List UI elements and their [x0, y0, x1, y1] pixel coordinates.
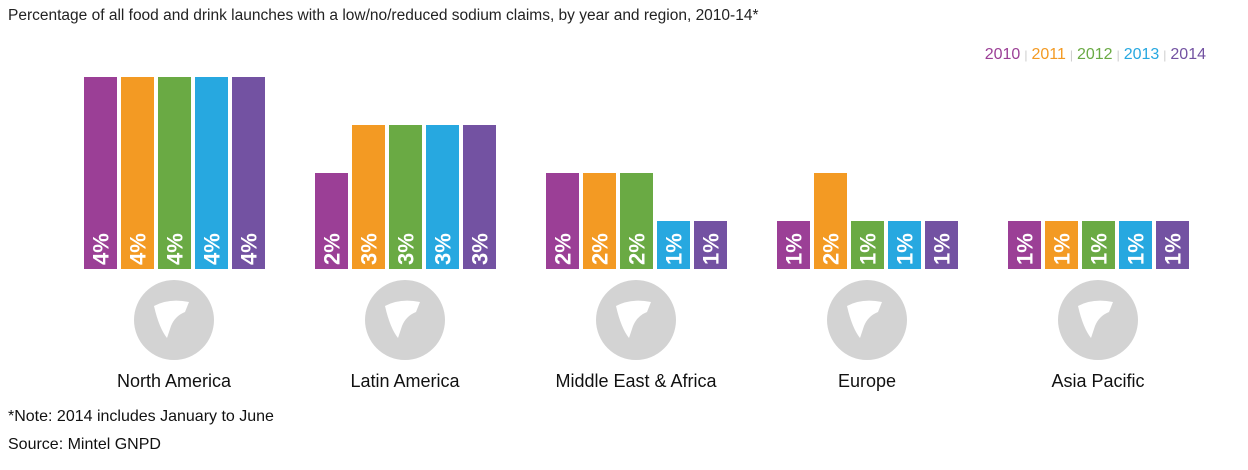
data-label: 1%	[930, 233, 955, 265]
legend-item-2011: 2011	[1031, 46, 1066, 63]
bar	[1082, 221, 1115, 269]
data-label: 1%	[1124, 233, 1149, 265]
data-label: 1%	[1050, 233, 1075, 265]
chart-title: Percentage of all food and drink launche…	[8, 7, 759, 24]
category-label: Europe	[838, 371, 896, 391]
category-label: Asia Pacific	[1051, 371, 1144, 391]
bar	[121, 77, 154, 269]
legend: 2010 | 2011 | 2012 | 2013 | 2014	[985, 46, 1206, 64]
legend-item-2010: 2010	[984, 46, 1021, 63]
data-label: 3%	[431, 233, 456, 265]
bar	[888, 221, 921, 269]
data-label: 4%	[126, 233, 151, 265]
data-label: 2%	[625, 233, 650, 265]
data-label: 4%	[237, 233, 262, 265]
legend-separator: |	[1024, 48, 1028, 62]
bar	[546, 173, 579, 269]
category-label: North America	[117, 371, 232, 391]
bar	[1156, 221, 1189, 269]
bar	[352, 125, 385, 269]
data-label: 1%	[782, 233, 807, 265]
bar	[925, 221, 958, 269]
legend-separator: |	[1069, 48, 1073, 62]
source: Source: Mintel GNPD	[8, 436, 161, 453]
data-label: 4%	[163, 233, 188, 265]
legend-item-2014: 2014	[1170, 46, 1206, 63]
continent-shape	[847, 300, 882, 338]
bar	[315, 173, 348, 269]
bar	[158, 77, 191, 269]
legend-separator: |	[1163, 48, 1167, 62]
continent-shape	[385, 300, 420, 338]
bar	[777, 221, 810, 269]
continent-shape	[154, 300, 189, 338]
bar	[389, 125, 422, 269]
bar	[232, 77, 265, 269]
bar	[620, 173, 653, 269]
legend-item-2013: 2013	[1123, 46, 1160, 63]
bar	[463, 125, 496, 269]
legend-separator: |	[1116, 48, 1120, 62]
bar	[1119, 221, 1152, 269]
bar	[814, 173, 847, 269]
legend-item-2012: 2012	[1076, 46, 1113, 63]
data-label: 3%	[468, 233, 493, 265]
footnote: *Note: 2014 includes January to June	[8, 408, 274, 425]
data-label: 1%	[662, 233, 687, 265]
bar	[1045, 221, 1078, 269]
bar	[583, 173, 616, 269]
bar	[851, 221, 884, 269]
continent-shape	[616, 300, 651, 338]
data-label: 2%	[320, 233, 345, 265]
bar	[426, 125, 459, 269]
data-label: 1%	[1087, 233, 1112, 265]
data-label: 1%	[699, 233, 724, 265]
data-label: 3%	[357, 233, 382, 265]
data-label: 1%	[1161, 233, 1186, 265]
data-label: 2%	[588, 233, 613, 265]
bar	[195, 77, 228, 269]
data-label: 4%	[89, 233, 114, 265]
bar	[1008, 221, 1041, 269]
bar	[694, 221, 727, 269]
data-label: 2%	[551, 233, 576, 265]
continent-shape	[1078, 300, 1113, 338]
data-label: 1%	[856, 233, 881, 265]
bar	[657, 221, 690, 269]
data-label: 1%	[1013, 233, 1038, 265]
category-label: Latin America	[350, 371, 460, 391]
data-label: 2%	[819, 233, 844, 265]
data-label: 1%	[893, 233, 918, 265]
bar	[84, 77, 117, 269]
data-label: 3%	[394, 233, 419, 265]
category-label: Middle East & Africa	[555, 371, 717, 391]
data-label: 4%	[200, 233, 225, 265]
